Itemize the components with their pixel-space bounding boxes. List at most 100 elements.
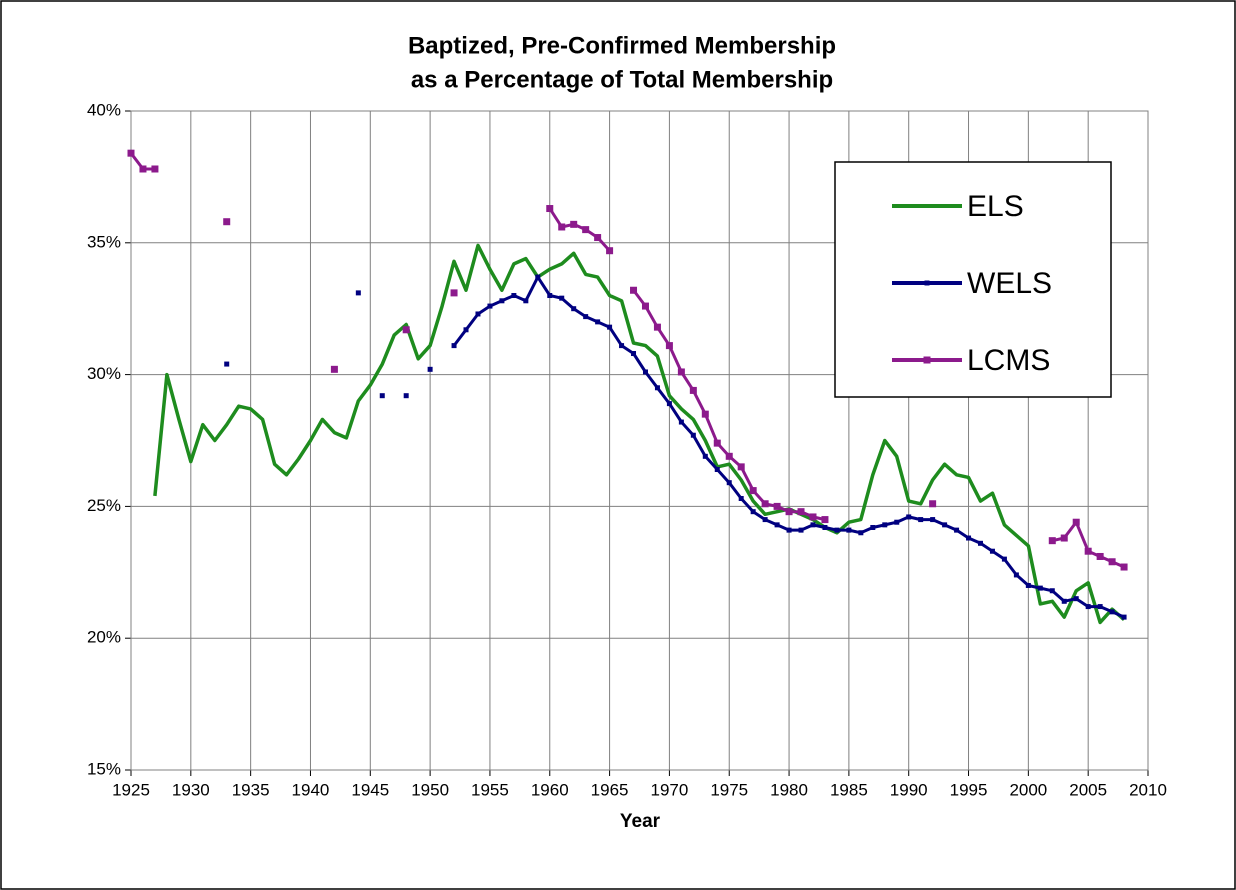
data-point xyxy=(450,289,458,297)
data-point xyxy=(151,165,159,173)
data-point xyxy=(511,293,517,299)
data-point xyxy=(894,519,900,525)
data-point xyxy=(834,527,840,533)
data-point xyxy=(702,453,708,459)
data-point xyxy=(654,385,660,391)
plot-frame xyxy=(130,110,1149,771)
data-point xyxy=(918,517,924,523)
data-point xyxy=(774,522,780,528)
x-tick-label: 1975 xyxy=(710,780,748,799)
data-point xyxy=(1096,552,1104,560)
data-point xyxy=(1073,596,1079,602)
y-tick-label: 35% xyxy=(87,232,121,251)
data-point xyxy=(582,226,590,234)
data-point xyxy=(583,314,589,320)
x-tick-label: 1955 xyxy=(471,780,509,799)
data-point xyxy=(1001,556,1007,562)
x-tick-label: 2005 xyxy=(1069,780,1107,799)
x-tick-label: 1985 xyxy=(830,780,868,799)
data-point xyxy=(882,522,888,528)
data-point xyxy=(547,293,553,299)
data-point xyxy=(714,466,720,472)
legend-marker xyxy=(923,356,931,364)
data-point xyxy=(810,522,816,528)
x-tick-label: 1965 xyxy=(591,780,629,799)
x-axis-label: Year xyxy=(620,811,661,832)
data-point xyxy=(1121,614,1127,620)
data-point xyxy=(546,205,554,213)
data-point xyxy=(1109,609,1115,615)
y-tick-label: 15% xyxy=(87,759,121,778)
data-point xyxy=(786,527,792,533)
data-point xyxy=(966,535,972,541)
data-point xyxy=(725,452,733,460)
x-tick-label: 1970 xyxy=(650,780,688,799)
data-point xyxy=(797,508,805,516)
data-point xyxy=(762,517,768,523)
data-point xyxy=(1049,588,1055,594)
data-point xyxy=(689,386,697,394)
data-point xyxy=(690,432,696,438)
data-point xyxy=(595,319,601,325)
data-point xyxy=(641,302,649,310)
y-tick-label: 25% xyxy=(87,496,121,515)
data-point xyxy=(619,343,625,349)
data-point xyxy=(1120,563,1128,571)
series-line xyxy=(153,243,1126,625)
data-point xyxy=(559,295,565,301)
data-point xyxy=(858,530,864,536)
data-point xyxy=(1097,604,1103,610)
data-point xyxy=(355,290,361,296)
data-point xyxy=(678,419,684,425)
data-point xyxy=(1085,604,1091,610)
x-tick-label: 2010 xyxy=(1129,780,1167,799)
y-tick-label: 20% xyxy=(87,628,121,647)
x-tick-label: 2000 xyxy=(1009,780,1047,799)
data-point xyxy=(127,149,135,157)
data-point xyxy=(773,502,781,510)
data-point xyxy=(821,516,829,524)
data-point xyxy=(606,247,614,255)
data-point xyxy=(929,500,937,508)
data-point xyxy=(499,298,505,304)
data-point xyxy=(726,480,732,486)
data-point xyxy=(463,327,469,333)
legend-label: WELS xyxy=(967,267,1052,300)
x-tick-label: 1950 xyxy=(411,780,449,799)
data-point xyxy=(653,323,661,331)
data-point xyxy=(798,527,804,533)
data-point xyxy=(713,439,721,447)
data-point xyxy=(571,306,577,312)
data-point xyxy=(1037,585,1043,591)
data-point xyxy=(223,218,231,226)
data-point xyxy=(607,324,613,330)
data-point xyxy=(224,361,230,367)
data-point xyxy=(701,410,709,418)
data-point xyxy=(737,463,745,471)
data-point xyxy=(677,368,685,376)
data-point xyxy=(954,527,960,533)
data-point xyxy=(630,286,638,294)
data-point xyxy=(1025,582,1031,588)
y-tick-label: 40% xyxy=(87,100,121,119)
data-point xyxy=(750,509,756,515)
data-point xyxy=(1013,572,1019,578)
x-tick-label: 1945 xyxy=(351,780,389,799)
data-point xyxy=(570,220,578,228)
data-point xyxy=(761,500,769,508)
data-point xyxy=(822,524,828,530)
data-point xyxy=(930,517,936,523)
data-point xyxy=(785,508,793,516)
x-tick-label: 1940 xyxy=(292,780,330,799)
data-point xyxy=(1048,537,1056,545)
data-point xyxy=(139,165,147,173)
x-tick-label: 1960 xyxy=(531,780,569,799)
data-point xyxy=(738,495,744,501)
legend-marker xyxy=(924,280,930,286)
data-point xyxy=(379,393,385,399)
data-point xyxy=(870,524,876,530)
data-point xyxy=(451,343,457,349)
data-point xyxy=(1060,534,1068,542)
data-point xyxy=(330,365,338,373)
